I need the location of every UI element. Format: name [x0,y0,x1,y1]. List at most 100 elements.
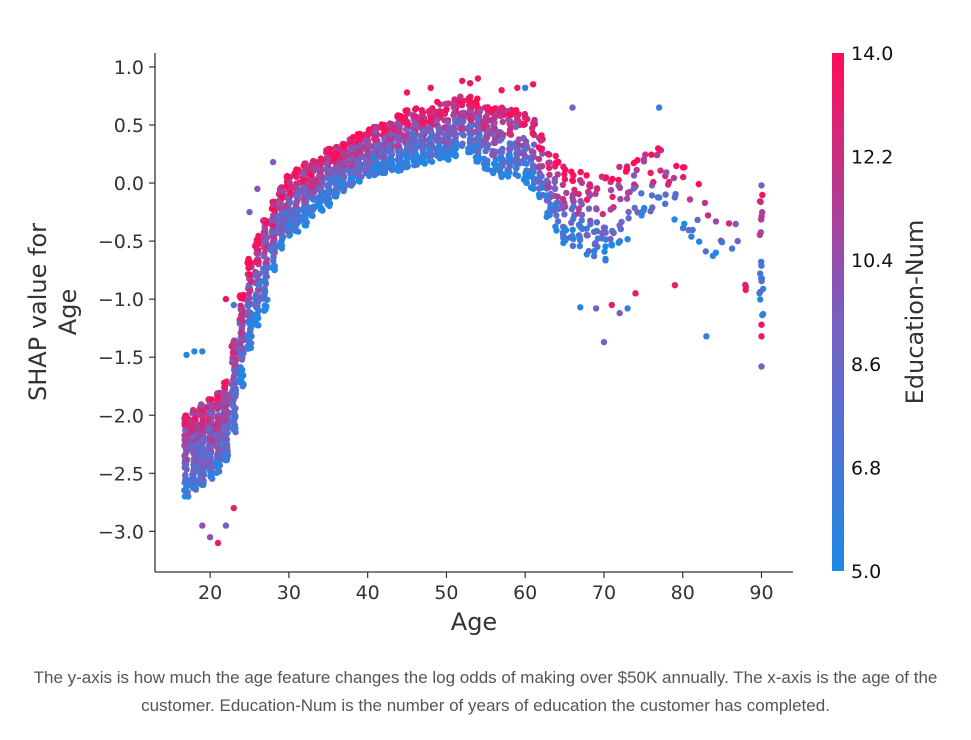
data-point [521,146,528,154]
data-point [641,204,648,212]
data-point [252,321,259,328]
data-point [689,226,696,234]
data-point [592,305,600,312]
data-point [228,343,235,350]
data-point [443,148,451,156]
data-point [419,109,426,116]
data-point [732,220,739,228]
data-point [679,164,687,171]
data-point [370,154,377,162]
data-point [451,110,458,117]
data-point [728,245,736,252]
data-point [474,95,481,102]
data-point [757,296,764,303]
data-point [655,104,663,111]
data-point [499,145,506,153]
data-point [623,165,630,172]
data-point [456,98,464,105]
colorbar-tick-label: 10.4 [851,250,893,272]
data-point [331,187,339,195]
data-point [190,425,197,433]
data-point [245,264,252,272]
data-point [221,433,228,440]
data-point [712,218,720,225]
data-point [341,153,349,160]
data-point [490,169,497,177]
y-tick-label: −2.0 [98,405,144,427]
data-point [451,96,458,103]
data-point [182,427,189,434]
data-point [191,415,199,422]
data-point [523,174,531,181]
colorbar-tick-label: 12.2 [851,147,893,169]
data-point [568,168,575,175]
data-point [325,167,332,174]
data-point [200,468,207,476]
data-point [230,301,237,309]
data-point [433,117,440,124]
data-point [452,131,459,138]
data-point [231,349,239,356]
data-point [662,191,669,198]
data-point [269,158,277,166]
data-point [199,522,206,529]
data-point [307,171,314,179]
data-point [512,107,520,114]
data-point [607,235,614,243]
data-point [198,427,205,434]
y-tick-label: 1.0 [114,57,144,79]
data-point [245,259,252,267]
data-point [220,453,227,460]
data-point [308,211,315,219]
data-point [571,186,578,194]
data-point [372,165,379,172]
data-point [291,170,298,177]
data-point [496,137,503,144]
data-point [189,419,196,427]
data-point [535,144,543,151]
data-point [756,231,763,239]
data-point [474,75,482,82]
data-point [300,205,307,212]
data-point [238,311,245,319]
data-point [310,165,317,172]
data-point [261,302,268,309]
data-point [570,215,577,223]
data-point [182,437,190,444]
data-point [457,93,464,100]
data-point [467,116,474,124]
data-point [404,142,411,150]
data-point [522,141,529,149]
data-point [553,212,560,219]
data-point [215,393,222,400]
data-point [347,174,355,182]
data-point [609,175,616,183]
data-point [198,402,206,409]
data-point [758,262,765,269]
data-point [381,141,388,148]
data-point [340,142,347,149]
data-point [657,167,664,174]
data-point [536,163,543,170]
data-point [214,539,222,547]
data-point [358,173,365,180]
data-point [608,301,615,309]
data-point [482,118,489,125]
data-point [686,196,694,203]
data-point [325,195,332,202]
data-point [325,187,332,195]
data-point [221,416,228,424]
data-point [630,159,637,167]
data-point [260,277,267,285]
data-point [292,215,300,222]
data-point [497,112,504,120]
data-point [482,137,489,145]
data-point [316,202,323,210]
data-point [197,444,204,451]
data-point [182,461,189,468]
data-point [363,145,371,153]
data-point [575,190,582,198]
data-point [638,190,645,197]
data-point [688,233,695,240]
data-point [544,183,551,190]
